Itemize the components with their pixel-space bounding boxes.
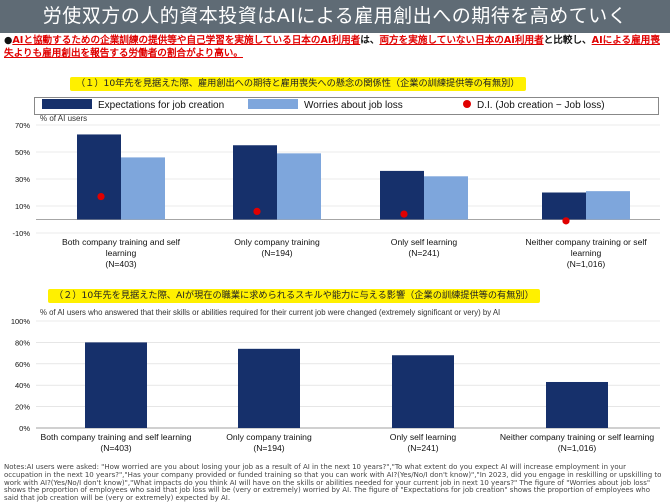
lead-text: ●AIと協動するための企業訓練の提供等や自己学習を実施している日本のAI利用者は… bbox=[4, 34, 668, 60]
chart1-bar-worries-1 bbox=[121, 157, 165, 220]
chart1-ytick-4: -10% bbox=[12, 229, 30, 238]
chart2-xlabel-3-1: Only self learning bbox=[390, 432, 457, 442]
chart1-bar-worries-4 bbox=[586, 191, 630, 220]
chart1-bar-creation-4 bbox=[542, 192, 586, 220]
chart1-bar-worries-3 bbox=[424, 176, 468, 220]
chart2-bar-1 bbox=[85, 342, 147, 428]
chart2-xlabel-2-2: (N=194) bbox=[253, 443, 284, 453]
chart1-ytick-3: 10% bbox=[15, 202, 30, 211]
legend-label-3: D.I. (Job creation − Job loss) bbox=[477, 100, 605, 111]
chart2-ytick-4: 20% bbox=[15, 403, 30, 412]
chart1-xlabel-4-2: learning bbox=[571, 248, 602, 258]
chart1-xlabel-4-1: Neither company training or self bbox=[525, 237, 647, 247]
chart1-legend bbox=[34, 97, 659, 115]
chart1-ytick-0: 70% bbox=[15, 121, 30, 130]
chart1-xlabel-2-2: (N=194) bbox=[261, 248, 292, 258]
chart1-di-point-1 bbox=[97, 192, 105, 201]
chart2-bar-3 bbox=[392, 355, 454, 428]
notes: Notes:AI users were asked: "How worried … bbox=[4, 463, 662, 503]
chart2-xlabel-1-2: (N=403) bbox=[100, 443, 131, 453]
chart2-xlabel-3-2: (N=241) bbox=[407, 443, 438, 453]
chart1-bar-worries-2 bbox=[277, 153, 321, 220]
chart2-xlabel-2-1: Only company training bbox=[226, 432, 312, 442]
chart1-xlabel-2-1: Only company training bbox=[234, 237, 320, 247]
chart2-ytick-2: 60% bbox=[15, 360, 30, 369]
chart1-di-point-2 bbox=[253, 207, 261, 215]
chart1-xlabel-1-2: learning bbox=[106, 248, 137, 258]
lead-highlight-1: AIと協動するための企業訓練の提供等や自己学習を実施している日本のAI利用者 bbox=[12, 35, 361, 46]
lead-highlight-3: AIによる雇用喪失よりも雇用創出を報告する労働者の割合がより高い。 bbox=[4, 35, 660, 59]
chart1-ylabel: % of AI users bbox=[40, 114, 87, 123]
chart1-bar-creation-2 bbox=[233, 145, 277, 220]
chart2-bar-2 bbox=[238, 348, 300, 428]
chart1-xlabel-1-3: (N=403) bbox=[105, 259, 136, 269]
chart2-ytick-1: 80% bbox=[15, 338, 30, 347]
legend-swatch-3 bbox=[463, 100, 471, 108]
chart1: Expectations for job creation Worries abo… bbox=[12, 99, 660, 269]
chart2-ytick-3: 40% bbox=[15, 381, 30, 390]
chart1-di-point-3 bbox=[400, 210, 408, 218]
section1-title: （１）10年先を見据えた際、雇用創出への期待と雇用喪失への懸念の関係性（企業の訓… bbox=[70, 77, 526, 91]
chart1-ytick-1: 50% bbox=[15, 148, 30, 157]
lead-bullet: ● bbox=[4, 35, 13, 46]
chart1-ytick-2: 30% bbox=[15, 175, 30, 184]
chart1-xlabel-3-1: Only self learning bbox=[391, 237, 458, 247]
legend-swatch-1 bbox=[42, 99, 92, 109]
chart1-xlabel-1-1: Both company training and self bbox=[62, 237, 181, 247]
chart2-xlabel-4-1: Neither company training or self learnin… bbox=[500, 432, 655, 442]
lead-text-2: は、 bbox=[360, 35, 380, 46]
legend-label-2: Worries about job loss bbox=[304, 100, 403, 111]
chart2-xlabel-1-1: Both company training and self learning bbox=[41, 432, 192, 442]
chart2-xlabel-4-2: (N=1,016) bbox=[558, 443, 597, 453]
legend-label-1: Expectations for job creation bbox=[98, 100, 224, 111]
page-title: 労使双方の人的資本投資はAIによる雇用創出への期待を高めていく bbox=[0, 0, 670, 33]
chart2-ytick-0: 100% bbox=[11, 317, 31, 326]
lead-highlight-2: 両方を実施していない日本のAI利用者 bbox=[379, 35, 544, 46]
lead-text-4: と比較し、 bbox=[543, 35, 592, 46]
chart2-ylabel: % of AI users who answered that their sk… bbox=[40, 308, 500, 317]
section2-title: （２）10年先を見据えた際、AIが現在の職業に求められるスキルや能力に与える影響… bbox=[48, 289, 540, 303]
chart1-bar-creation-1 bbox=[77, 134, 121, 220]
chart2-bar-4 bbox=[546, 381, 608, 428]
legend-swatch-2 bbox=[248, 99, 298, 109]
chart1-xlabel-3-2: (N=241) bbox=[408, 248, 439, 258]
chart2-ytick-5: 0% bbox=[19, 424, 30, 433]
chart2: % of AI users who answered that their sk… bbox=[11, 308, 660, 453]
chart1-xlabel-4-3: (N=1,016) bbox=[567, 259, 606, 269]
chart1-di-point-4 bbox=[562, 217, 570, 225]
